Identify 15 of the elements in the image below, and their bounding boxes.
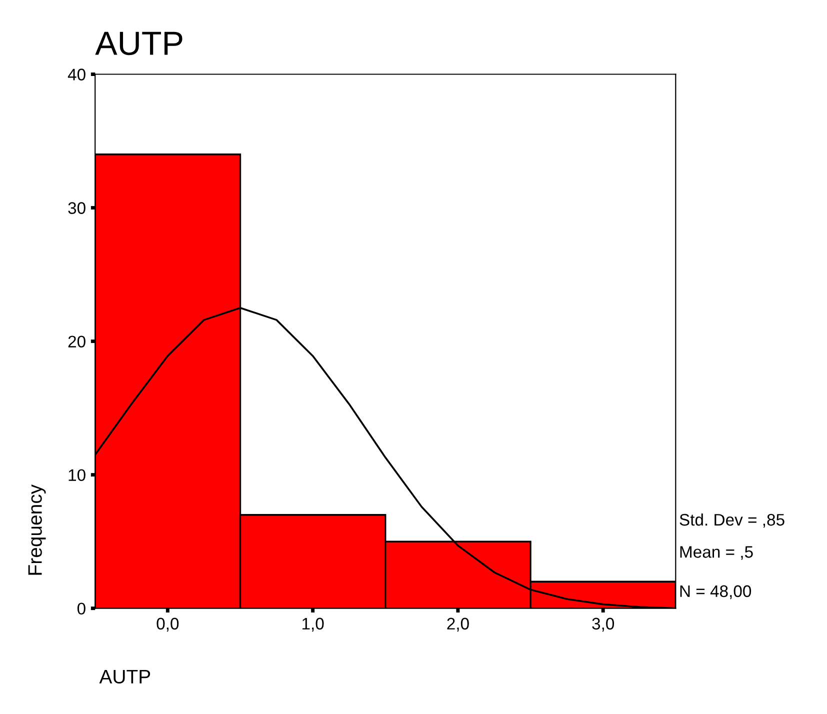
text: Std. Dev = ,85 bbox=[680, 513, 784, 528]
chart-title: AUTP bbox=[95, 32, 182, 56]
x-tick-label: 1,0 bbox=[302, 618, 324, 632]
y-tick-label: 20 bbox=[68, 336, 86, 348]
x-tick-label: 0,0 bbox=[156, 618, 179, 632]
y-axis-title: Frequency bbox=[28, 484, 46, 575]
y-tick-label: 30 bbox=[68, 202, 86, 214]
x-tick-label: 3,0 bbox=[592, 618, 614, 632]
text: Mean = ,5 bbox=[680, 546, 753, 560]
x-axis-title: AUTP bbox=[99, 670, 150, 684]
y-tick-label: 40 bbox=[68, 68, 86, 80]
y-tick-label: 10 bbox=[68, 469, 86, 482]
y-tick-label: 0 bbox=[77, 602, 86, 615]
text: N = 48,00 bbox=[680, 585, 752, 600]
x-tick-label: 2,0 bbox=[447, 618, 469, 632]
